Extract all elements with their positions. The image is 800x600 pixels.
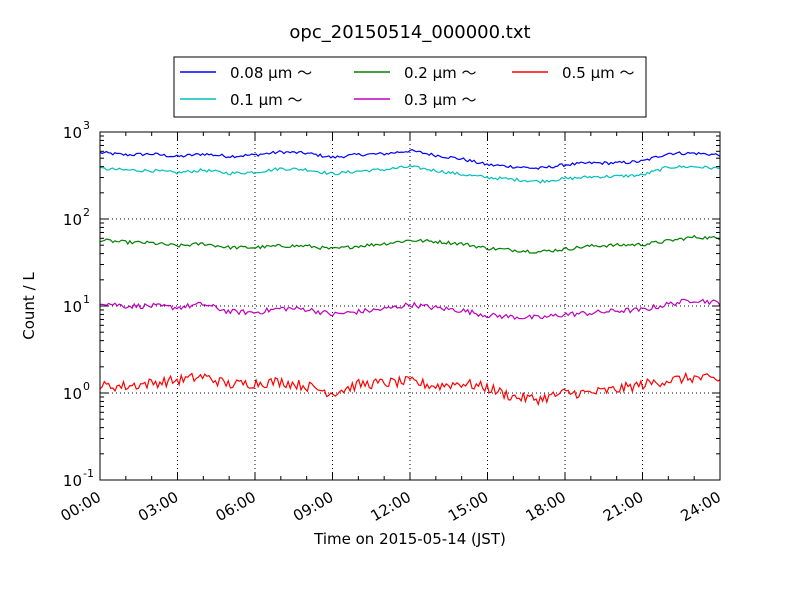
series-line — [99, 234, 721, 254]
legend-label: 0.2 μm ～ — [404, 64, 477, 82]
series-line — [99, 148, 721, 170]
chart-title: opc_20150514_000000.txt — [289, 22, 530, 43]
grid — [100, 132, 720, 480]
y-axis-label: Count / L — [20, 272, 38, 340]
y-tick-label: 10 — [63, 298, 82, 316]
legend-label: 0.08 μm ～ — [230, 64, 312, 82]
y-tick-label: 10 — [63, 124, 82, 142]
y-tick-exponent: 0 — [83, 380, 90, 393]
series-line — [99, 371, 721, 407]
y-tick-label: 10 — [63, 472, 82, 490]
x-tick-label: 18:00 — [523, 488, 569, 525]
series-line — [100, 298, 721, 321]
legend-label: 0.1 μm ～ — [230, 91, 303, 109]
x-tick-label: 15:00 — [445, 488, 491, 525]
x-tick-label: 21:00 — [600, 488, 646, 525]
x-tick-label: 06:00 — [213, 488, 259, 525]
legend-box — [173, 56, 647, 118]
y-tick-label: 10 — [63, 211, 82, 229]
x-tick-label: 12:00 — [368, 488, 414, 525]
y-tick-exponent: 2 — [83, 206, 90, 219]
y-tick-exponent: -1 — [83, 467, 94, 480]
x-axis: 00:00 03:00 06:00 09:00 12:00 15:00 18:00 21:00… — [58, 132, 724, 525]
series-line — [99, 164, 721, 184]
x-tick-label: 09:00 — [290, 488, 336, 525]
x-axis-label: Time on 2015-05-14 (JST) — [313, 530, 506, 548]
series-lines — [99, 148, 721, 407]
x-tick-label: 24:00 — [678, 488, 724, 525]
y-tick-exponent: 3 — [83, 119, 90, 132]
legend-label: 0.5 μm ～ — [562, 64, 635, 82]
legend: 0.08 μm ～ 0.1 μm ～ 0.2 μm ～ 0.3 μm ～ 0.5 μm … — [173, 56, 647, 118]
x-tick-label: 03:00 — [135, 488, 181, 525]
y-tick-label: 10 — [63, 385, 82, 403]
legend-label: 0.3 μm ～ — [404, 91, 477, 109]
x-tick-label: 00:00 — [58, 488, 104, 525]
y-tick-exponent: 1 — [83, 293, 90, 306]
